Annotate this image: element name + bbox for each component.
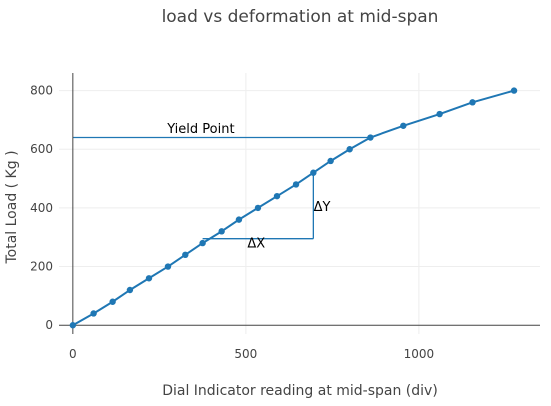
grid [59, 73, 540, 334]
tick-labels: 0 200 400 600 800 0 500 1000 [30, 84, 434, 361]
data-point [235, 216, 243, 223]
annotation-label: Yield Point [166, 122, 234, 137]
data-point [436, 110, 443, 118]
data-point [126, 286, 134, 294]
axes [59, 73, 540, 334]
y-axis-title: Total Load ( Kg ) [4, 150, 20, 264]
data-point [510, 87, 518, 94]
data-point [310, 169, 317, 176]
data-point [367, 134, 374, 141]
data-point [145, 275, 153, 282]
data-point [90, 310, 97, 317]
chart-title: load vs deformation at mid-span [162, 7, 439, 27]
data-point [327, 157, 334, 165]
x-axis-title: Dial Indicator reading at mid-span (div) [162, 383, 438, 399]
y-tick-label: 400 [30, 201, 53, 215]
data-point [218, 228, 225, 235]
annotation-label: ΔY [314, 200, 331, 215]
data-point [199, 239, 206, 247]
y-tick-label: 0 [45, 318, 53, 332]
data-point [469, 99, 476, 106]
data-point [273, 192, 281, 200]
data-point [164, 263, 172, 270]
data-point [182, 251, 189, 259]
x-tick-label: 500 [234, 347, 257, 361]
data-point [109, 298, 116, 305]
data-point [69, 322, 77, 329]
data-point [346, 146, 353, 153]
reference-lines [72, 136, 371, 240]
x-tick-label: 1000 [404, 347, 435, 361]
data-point [254, 204, 262, 212]
x-tick-label: 0 [69, 347, 77, 361]
annotations: Yield Point ΔY ΔX [166, 122, 330, 251]
data-point [400, 122, 407, 129]
y-tick-label: 800 [30, 84, 53, 98]
annotation-label: ΔX [247, 236, 265, 251]
y-tick-label: 200 [30, 260, 53, 274]
data-series [69, 87, 518, 329]
y-tick-label: 600 [30, 142, 53, 156]
data-point [292, 181, 300, 188]
